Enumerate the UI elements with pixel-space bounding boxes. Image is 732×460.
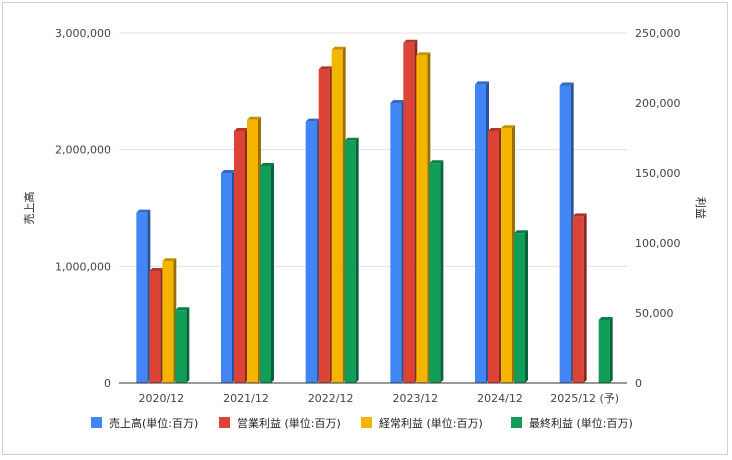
y2-axis-title: 利益: [694, 197, 708, 219]
bar-top: [559, 82, 574, 86]
bar-top: [234, 128, 248, 131]
bar-top: [305, 118, 320, 122]
legend-swatch: [511, 417, 522, 428]
bar: [175, 310, 187, 383]
bar-side: [271, 163, 274, 383]
legend-swatch: [91, 417, 102, 428]
legend-label: 営業利益 (単位:百万): [237, 416, 341, 430]
bar-top: [331, 46, 346, 50]
bar-top: [221, 170, 235, 173]
bar: [305, 121, 317, 384]
bar-top: [149, 268, 164, 271]
legend-label: 経常利益 (単位:百万): [379, 416, 483, 430]
x-tick-label: 2022/12: [308, 392, 354, 405]
y-tick-label: 0: [104, 377, 111, 390]
bar: [572, 216, 584, 383]
bar-side: [609, 317, 613, 383]
bar: [234, 131, 245, 383]
bar: [598, 320, 610, 383]
x-tick-label: 2021/12: [223, 392, 269, 405]
right-axis-ticks: 0 50,000 100,000 150,000 200,000 250,000: [635, 27, 681, 390]
y-tick-label: 3,000,000: [55, 27, 111, 40]
chart-svg: 0 1,000,000 2,000,000 3,000,000 0 50,000 100,…: [22, 27, 708, 430]
bar-top: [501, 125, 515, 129]
bar-side: [186, 307, 190, 383]
bar-top: [247, 116, 261, 120]
y2-tick-label: 50,000: [635, 307, 674, 320]
legend-label: 売上高(単位:百万): [109, 416, 198, 430]
bar: [501, 128, 512, 383]
bar: [403, 42, 415, 384]
bar-top: [260, 163, 274, 166]
y2-tick-label: 200,000: [635, 97, 681, 110]
bar: [247, 119, 258, 384]
bar-top: [162, 258, 177, 262]
y-axis-title: 売上高: [22, 192, 36, 225]
bar-side: [355, 137, 359, 383]
bar-top: [403, 39, 418, 43]
bar-side: [583, 213, 587, 383]
legend-swatch: [361, 417, 372, 428]
bar-top: [488, 128, 502, 131]
legend-label: 最終利益 (単位:百万): [529, 416, 633, 430]
bar-top: [429, 160, 444, 164]
bar: [514, 233, 525, 383]
bar: [559, 85, 571, 383]
bar-top: [390, 100, 405, 103]
bar: [344, 140, 356, 383]
bar: [416, 55, 428, 384]
x-tick-label: 2023/12: [392, 392, 438, 405]
y-tick-label: 1,000,000: [55, 260, 111, 273]
x-axis-ticks: 2020/12 2021/12 2022/12 2023/12 2024/12 2025/…: [138, 392, 619, 405]
bars-group: [136, 39, 613, 384]
y-tick-label: 2,000,000: [55, 144, 111, 157]
x-tick-label: 2025/12 (予): [550, 392, 619, 405]
bar-top: [318, 66, 333, 70]
bar-side: [525, 230, 528, 383]
legend: 売上高(単位:百万) 営業利益 (単位:百万) 経常利益 (単位:百万) 最終利益 (…: [91, 416, 633, 430]
left-axis-ticks: 0 1,000,000 2,000,000 3,000,000: [55, 27, 111, 390]
bar: [260, 166, 271, 383]
legend-swatch: [219, 417, 230, 428]
y2-tick-label: 250,000: [635, 27, 681, 40]
bar: [318, 69, 330, 384]
bar: [162, 261, 174, 383]
bar-top: [175, 307, 190, 311]
bar: [390, 103, 402, 383]
x-tick-label: 2020/12: [138, 392, 184, 405]
bar-top: [475, 81, 489, 85]
bar: [331, 49, 343, 384]
bar: [488, 131, 499, 383]
bar: [149, 271, 161, 383]
bar-side: [440, 160, 444, 383]
bar: [475, 84, 486, 383]
x-tick-label: 2024/12: [477, 392, 523, 405]
gridlines: [119, 32, 627, 267]
bar-top: [416, 52, 431, 56]
bar: [221, 173, 232, 383]
bar-top: [572, 213, 587, 217]
bar-top: [514, 230, 528, 234]
bar: [429, 163, 441, 383]
y2-tick-label: 0: [635, 377, 642, 390]
y2-tick-label: 150,000: [635, 167, 681, 180]
y2-tick-label: 100,000: [635, 237, 681, 250]
chart-frame: 0 1,000,000 2,000,000 3,000,000 0 50,000 100,…: [2, 2, 728, 455]
bar-top: [344, 137, 359, 141]
bar: [136, 212, 148, 383]
bar-top: [598, 317, 613, 320]
bar-top: [136, 209, 151, 213]
